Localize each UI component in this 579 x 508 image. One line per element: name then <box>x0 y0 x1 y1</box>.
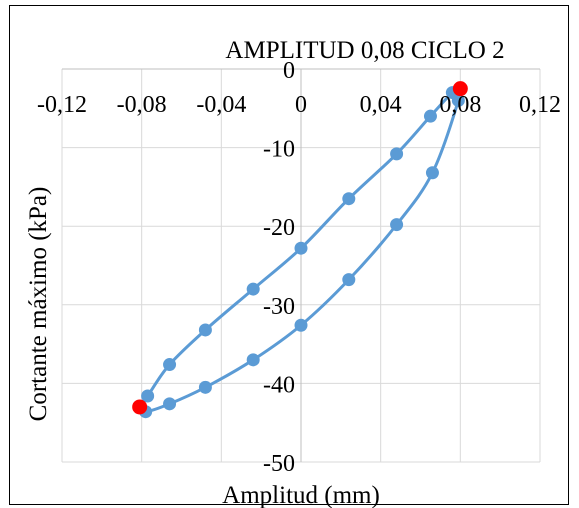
x-tick-label-0: -0,12 <box>37 92 87 118</box>
highlight-point-0 <box>452 81 468 97</box>
data-point-11 <box>141 389 155 403</box>
data-point-4 <box>342 273 356 287</box>
data-point-15 <box>294 241 308 255</box>
y-tick-label-0: 0 <box>283 58 295 84</box>
x-tick-labels: -0,12 -0,08 -0,04 0 0,04 0,08 0,12 <box>37 92 561 118</box>
data-point-13 <box>198 323 212 337</box>
y-tick-label-5: -50 <box>263 451 295 477</box>
data-point-7 <box>198 380 212 394</box>
data-points <box>132 81 468 419</box>
data-point-17 <box>390 147 404 161</box>
data-point-5 <box>294 318 308 332</box>
y-tick-label-1: -10 <box>263 137 295 163</box>
y-tick-label-2: -20 <box>263 215 295 241</box>
y-tick-labels: 0 -10 -20 -30 -40 -50 <box>263 58 295 477</box>
x-tick-label-4: 0,04 <box>360 92 402 118</box>
x-tick-label-3: 0 <box>295 92 307 118</box>
data-point-18 <box>423 109 437 123</box>
x-tick-label-1: -0,08 <box>117 92 167 118</box>
y-tick-label-4: -40 <box>263 372 295 398</box>
x-tick-label-5: 0,08 <box>439 92 481 118</box>
axes <box>62 68 540 462</box>
chart-title: AMPLITUD 0,08 CICLO 2 <box>225 37 504 64</box>
data-point-8 <box>163 397 177 411</box>
data-point-6 <box>246 353 260 367</box>
highlight-point-1 <box>132 399 148 415</box>
x-tick-label-2: -0,04 <box>196 92 246 118</box>
data-point-2 <box>425 166 439 180</box>
chart-frame <box>9 5 569 505</box>
x-axis-label: Amplitud (mm) <box>222 482 380 508</box>
data-point-14 <box>246 282 260 296</box>
y-tick-label-3: -30 <box>263 294 295 320</box>
y-axis-label: Cortante máximo (kPa) <box>25 187 52 422</box>
data-point-16 <box>342 192 356 206</box>
data-point-3 <box>390 218 404 232</box>
x-tick-label-6: 0,12 <box>519 92 561 118</box>
data-point-12 <box>163 358 177 372</box>
